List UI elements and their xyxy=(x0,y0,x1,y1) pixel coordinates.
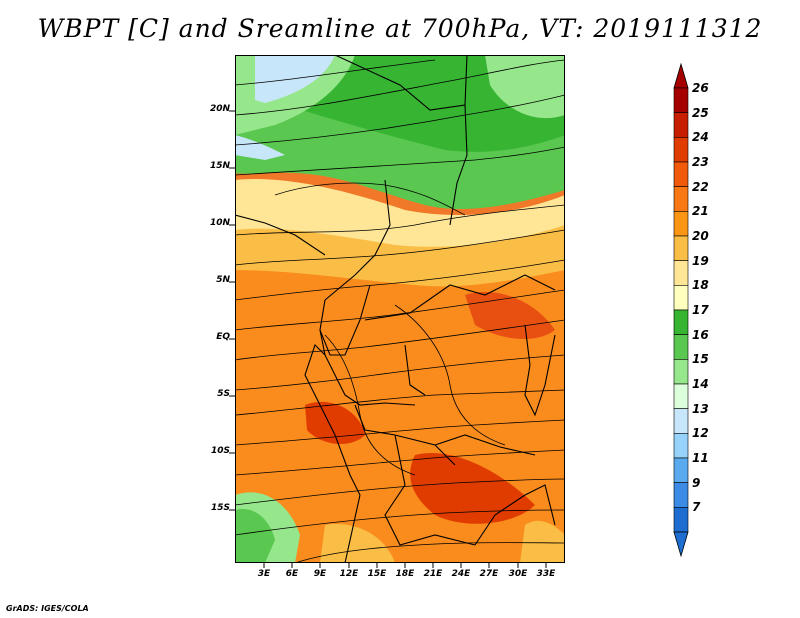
lat-label-10n: 10N xyxy=(209,218,230,228)
colorbar-label: 20 xyxy=(692,229,709,243)
colorbar-swatch xyxy=(673,383,689,409)
lon-label-24e: 24E xyxy=(451,569,471,579)
colorbar-top-arrow xyxy=(673,62,689,89)
colorbar-swatch xyxy=(673,186,689,212)
country-borders xyxy=(235,55,556,563)
colorbar-label: 15 xyxy=(692,352,709,367)
lon-label-18e: 18E xyxy=(395,569,415,579)
lat-label-20n: 20N xyxy=(209,104,230,114)
colorbar-label: 16 xyxy=(692,327,709,342)
colorbar-label: 11 xyxy=(692,451,709,465)
colorbar-swatch xyxy=(673,457,689,483)
colorbar-label: 13 xyxy=(692,401,709,416)
colorbar-swatch xyxy=(673,408,689,434)
colorbar-swatch xyxy=(673,112,689,138)
lat-label-10s: 10S xyxy=(210,446,230,456)
lon-label-3e: 3E xyxy=(257,569,271,579)
colorbar-label: 23 xyxy=(692,155,709,169)
map-frame xyxy=(235,55,565,563)
colorbar-label: 17 xyxy=(692,303,709,317)
colorbar-swatch xyxy=(673,334,689,360)
colorbar-bottom-arrow xyxy=(673,531,689,558)
lon-label-6e: 6E xyxy=(285,569,299,579)
colorbar-label: 25 xyxy=(692,105,709,120)
colorbar-label: 22 xyxy=(692,179,709,194)
colorbar xyxy=(673,62,689,558)
lon-label-27e: 27E xyxy=(479,569,499,579)
lon-label-30e: 30E xyxy=(508,569,528,579)
colorbar-swatch xyxy=(673,235,689,261)
lat-label-15n: 15N xyxy=(209,161,230,171)
colorbar-swatch xyxy=(673,482,689,508)
colorbar-swatch xyxy=(673,137,689,163)
colorbar-swatch xyxy=(673,433,689,459)
colorbar-label: 14 xyxy=(692,377,709,391)
lat-label-eq: EQ xyxy=(216,332,230,342)
lat-label-15s: 15S xyxy=(210,503,230,513)
streamlines xyxy=(235,59,565,563)
colorbar-label: 26 xyxy=(692,81,709,95)
colorbar-swatch xyxy=(673,309,689,335)
colorbar-swatch xyxy=(673,507,689,533)
colorbar-label: 7 xyxy=(692,500,701,515)
colorbar-label: 9 xyxy=(692,475,701,490)
colorbar-label: 18 xyxy=(692,278,709,293)
colorbar-label: 24 xyxy=(692,130,709,145)
colorbar-swatch xyxy=(673,87,689,113)
lon-label-33e: 33E xyxy=(536,569,556,579)
colorbar-swatch xyxy=(673,260,689,286)
colorbar-label: 19 xyxy=(692,253,709,268)
map-plot xyxy=(235,55,565,563)
wbpt-shading xyxy=(235,55,565,563)
colorbar-swatch xyxy=(673,161,689,187)
lon-label-21e: 21E xyxy=(423,569,443,579)
colorbar-swatch xyxy=(673,359,689,385)
colorbar-swatch xyxy=(673,285,689,311)
lat-label-5s: 5S xyxy=(217,389,230,399)
map-title: WBPT [C] and Sreamline at 700hPa, VT: 20… xyxy=(37,14,763,43)
lat-label-5n: 5N xyxy=(216,275,230,285)
colorbar-label: 21 xyxy=(692,204,709,219)
colorbar-label: 12 xyxy=(692,426,709,441)
colorbar-swatch xyxy=(673,211,689,237)
lon-label-12e: 12E xyxy=(339,569,359,579)
grads-credit: GrADS: IGES/COLA xyxy=(6,604,89,613)
lon-label-9e: 9E xyxy=(313,569,327,579)
lon-label-15e: 15E xyxy=(367,569,387,579)
